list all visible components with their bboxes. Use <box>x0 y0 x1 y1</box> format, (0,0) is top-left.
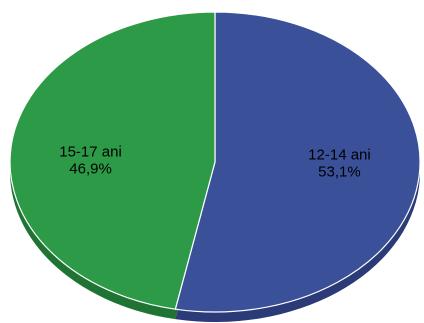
pie-label-value-15-17-ani: 46,9% <box>69 161 112 178</box>
pie-slices <box>9 11 421 313</box>
pie-label-name-12-14-ani: 12-14 ani <box>308 146 371 163</box>
pie-slice-15-17-ani <box>9 11 216 310</box>
pie-label-name-15-17-ani: 15-17 ani <box>59 144 122 161</box>
pie-label-value-12-14-ani: 53,1% <box>318 163 361 180</box>
pie-slice-12-14-ani <box>174 11 421 313</box>
